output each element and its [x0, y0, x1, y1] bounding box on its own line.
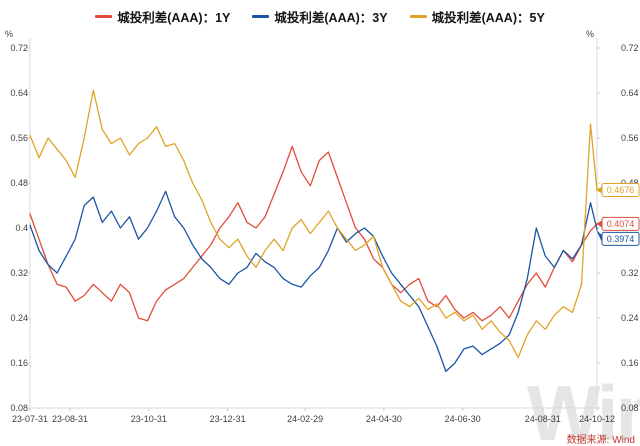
legend-line-icon: [95, 15, 113, 18]
legend-label: 城投利差(AAA)：3Y: [274, 11, 388, 25]
series-line-1y: [29, 145, 598, 322]
chart-legend: 城投利差(AAA)：1Y 城投利差(AAA)：3Y 城投利差(AAA)：5Y: [0, 7, 640, 26]
callout-arrow-icon: [596, 186, 602, 194]
x-tick-label: 23-08-31: [52, 414, 89, 424]
legend-item-1y[interactable]: 城投利差(AAA)：1Y: [95, 7, 230, 26]
legend-line-icon: [252, 15, 270, 18]
y-tick-label: 0.56: [10, 133, 28, 143]
x-tick-label: 23-10-31: [130, 414, 167, 424]
callout-arrow-icon: [596, 220, 602, 228]
x-tick-label: 24-08-31: [524, 414, 561, 424]
y-tick-label: 0.24: [10, 313, 28, 323]
y-tick-label: 0.4: [15, 223, 28, 233]
last-value-label-3y: 0.3974: [607, 234, 635, 244]
x-tick-label: 23-12-31: [209, 414, 246, 424]
legend-line-icon: [409, 15, 427, 18]
wind-watermark: Wind: [527, 369, 640, 446]
y-tick-label: 0.16: [10, 358, 28, 368]
legend-item-3y[interactable]: 城投利差(AAA)：3Y: [252, 7, 388, 26]
y-tick-label: 0.48: [10, 178, 28, 188]
y-tick-label: 0.32: [621, 268, 639, 278]
y-tick-label: 0.24: [621, 313, 639, 323]
y-tick-label: 0.16: [621, 358, 639, 368]
last-value-box-3y: [601, 231, 640, 246]
y-tick-label: 0.48: [621, 178, 639, 188]
y-tick-label: 0.4: [621, 223, 634, 233]
x-tick-label: 24-06-30: [444, 414, 481, 424]
x-tick-label: 24-10-12: [578, 414, 616, 424]
y-tick-label: 0.32: [10, 268, 28, 278]
legend-label: 城投利差(AAA)：1Y: [117, 11, 231, 25]
y-tick-label: 0.72: [621, 43, 639, 53]
legend-item-5y[interactable]: 城投利差(AAA)：5Y: [409, 7, 545, 26]
x-tick-label: 24-02-29: [287, 414, 324, 424]
y-tick-label: 0.72: [10, 43, 28, 53]
callout-arrow-icon: [596, 229, 602, 243]
y-tick-label: 0.64: [621, 88, 639, 98]
data-source-label: 数据来源: Wind: [566, 435, 635, 446]
series-line-3y: [29, 190, 598, 373]
x-tick-label: 23-07-31: [11, 414, 49, 424]
y-axis-unit-right: %: [586, 29, 595, 39]
y-tick-label: 0.08: [10, 403, 28, 413]
y-axis-unit-left: %: [5, 29, 14, 39]
y-tick-label: 0.64: [10, 88, 28, 98]
legend-label: 城投利差(AAA)：5Y: [431, 11, 545, 25]
y-tick-label: 0.08: [621, 403, 639, 413]
y-tick-label: 0.56: [621, 133, 639, 143]
x-tick-label: 24-04-30: [365, 414, 402, 424]
series-line-5y: [29, 89, 598, 359]
